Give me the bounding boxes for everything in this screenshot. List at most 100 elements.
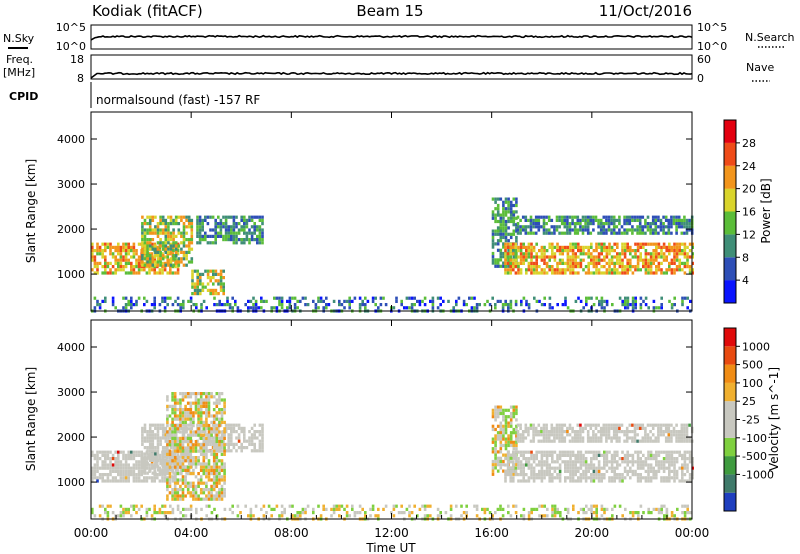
heatmap-cell bbox=[212, 440, 216, 444]
heatmap-cell bbox=[691, 261, 694, 265]
heatmap-cell bbox=[551, 511, 554, 515]
heatmap-cell bbox=[494, 511, 497, 515]
heatmap-cell bbox=[560, 423, 564, 427]
heatmap-cell bbox=[130, 271, 133, 275]
heatmap-cell bbox=[625, 433, 629, 437]
heatmap-cell bbox=[515, 431, 518, 435]
heatmap-cell bbox=[199, 478, 203, 482]
heatmap-cell bbox=[610, 466, 614, 470]
heatmap-cell bbox=[506, 457, 510, 461]
heatmap-cell bbox=[595, 457, 598, 461]
heatmap-cell bbox=[525, 463, 528, 467]
heatmap-cell bbox=[579, 476, 583, 480]
heatmap-cell bbox=[558, 271, 562, 275]
heatmap-cell bbox=[574, 299, 578, 303]
heatmap-cell bbox=[509, 303, 513, 307]
heatmap-cell bbox=[164, 446, 168, 450]
heatmap-cell bbox=[332, 507, 336, 511]
heatmap-cell bbox=[527, 426, 530, 430]
y-tick-label: 1000 bbox=[57, 476, 85, 489]
heatmap-cell bbox=[624, 296, 627, 300]
heatmap-cell bbox=[232, 423, 236, 427]
heatmap-cell bbox=[683, 473, 687, 477]
heatmap-cell bbox=[325, 306, 328, 310]
heatmap-cell bbox=[491, 440, 495, 444]
heatmap-cell bbox=[668, 261, 671, 265]
heatmap-cell bbox=[400, 504, 403, 508]
heatmap-cell bbox=[499, 219, 503, 224]
heatmap-cell bbox=[641, 215, 645, 219]
heatmap-cell bbox=[501, 514, 505, 518]
heatmap-cell bbox=[585, 511, 588, 515]
heatmap-cell bbox=[164, 263, 168, 267]
heatmap-cell bbox=[584, 479, 588, 483]
heatmap-cell bbox=[662, 271, 666, 275]
heatmap-cell bbox=[117, 457, 120, 461]
heatmap-cell bbox=[164, 244, 168, 248]
y-tick-label: 1000 bbox=[57, 268, 85, 281]
heatmap-cell bbox=[224, 430, 228, 434]
heatmap-cell bbox=[535, 265, 538, 269]
heatmap-cell bbox=[132, 507, 136, 511]
heatmap-cell bbox=[590, 460, 593, 464]
heatmap-cell bbox=[224, 442, 228, 446]
heatmap-cell bbox=[187, 507, 190, 511]
heatmap-cell bbox=[522, 466, 525, 470]
heatmap-cell bbox=[491, 232, 495, 236]
heatmap-cell bbox=[182, 507, 185, 511]
heatmap-cell bbox=[106, 514, 110, 518]
heatmap-cell bbox=[579, 473, 583, 477]
heatmap-cell bbox=[532, 261, 536, 265]
heatmap-cell bbox=[124, 457, 128, 461]
heatmap-cell bbox=[576, 218, 580, 222]
heatmap-cell bbox=[678, 268, 681, 272]
heatmap-cell bbox=[670, 303, 674, 307]
heatmap-cell bbox=[548, 245, 551, 249]
heatmap-cell bbox=[550, 426, 554, 430]
heatmap-cell bbox=[240, 426, 243, 430]
heatmap-cell bbox=[244, 504, 247, 508]
heatmap-cell bbox=[166, 465, 169, 469]
heatmap-cell bbox=[613, 242, 616, 246]
heatmap-cell bbox=[207, 497, 211, 501]
heatmap-cell bbox=[680, 231, 684, 235]
heatmap-cell bbox=[177, 257, 181, 261]
heatmap-cell bbox=[581, 231, 585, 235]
heatmap-cell bbox=[532, 460, 536, 464]
heatmap-cell bbox=[176, 408, 180, 412]
heatmap-cell bbox=[538, 299, 541, 303]
heatmap-cell bbox=[605, 271, 609, 275]
heatmap-cell bbox=[194, 440, 198, 444]
heatmap-cell bbox=[569, 242, 572, 246]
heatmap-cell bbox=[240, 225, 243, 229]
heatmap-cell bbox=[173, 449, 177, 453]
heatmap-cell bbox=[517, 271, 520, 275]
heatmap-cell bbox=[117, 469, 120, 473]
heatmap-cell bbox=[647, 306, 650, 310]
heatmap-cell bbox=[176, 436, 180, 440]
heatmap-cell bbox=[410, 306, 414, 310]
heatmap-cell bbox=[566, 268, 570, 272]
heatmap-cell bbox=[534, 433, 538, 437]
heatmap-cell bbox=[109, 450, 112, 454]
heatmap-cell bbox=[621, 479, 624, 483]
heatmap-cell bbox=[581, 215, 585, 219]
heatmap-cell bbox=[577, 296, 580, 300]
heatmap-cell bbox=[616, 473, 619, 477]
heatmap-cell bbox=[509, 431, 513, 435]
heatmap-cell bbox=[584, 222, 587, 226]
heatmap-cell bbox=[502, 411, 505, 416]
heatmap-cell bbox=[534, 231, 538, 235]
heatmap-cell bbox=[522, 476, 525, 480]
heatmap-cell bbox=[109, 460, 112, 464]
heatmap-cell bbox=[501, 303, 505, 307]
heatmap-cell bbox=[681, 466, 684, 470]
heatmap-cell bbox=[127, 271, 130, 275]
heatmap-cell bbox=[184, 430, 187, 434]
heatmap-cell bbox=[148, 426, 152, 430]
heatmap-cell bbox=[618, 271, 622, 275]
heatmap-cell bbox=[199, 491, 203, 495]
heatmap-cell bbox=[502, 469, 505, 473]
heatmap-cell bbox=[185, 471, 188, 475]
heatmap-cell bbox=[93, 457, 97, 461]
